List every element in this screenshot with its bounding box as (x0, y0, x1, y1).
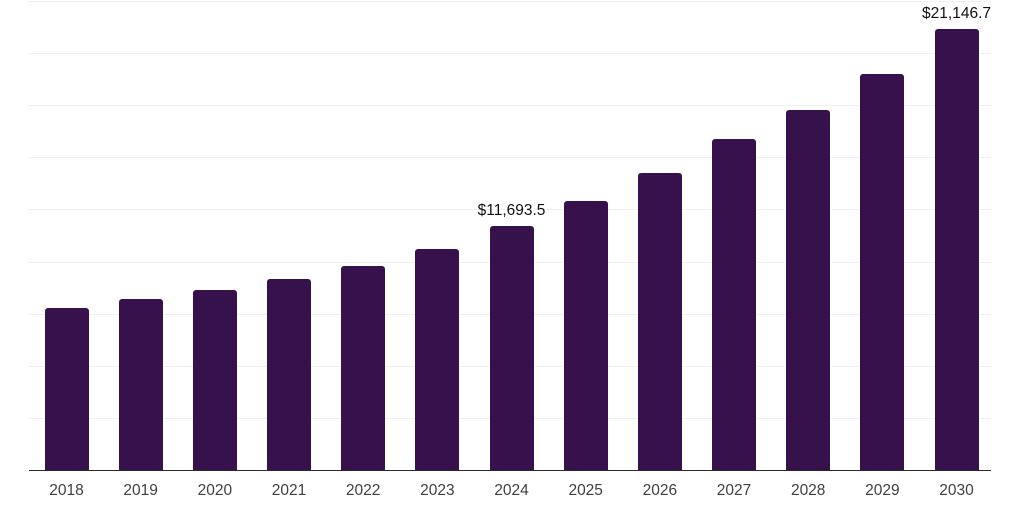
bar-2021 (267, 278, 311, 470)
x-tick-2023: 2023 (420, 482, 455, 499)
bar-2022 (341, 265, 386, 470)
x-tick-2021: 2021 (271, 482, 307, 499)
x-tick-2027: 2027 (716, 482, 752, 499)
gridline-15000 (29, 157, 991, 159)
x-tick-2030: 2030 (939, 482, 974, 499)
x-tick-2019: 2019 (123, 482, 158, 499)
x-tick-2024: 2024 (494, 482, 529, 499)
x-tick-2018: 2018 (49, 482, 84, 499)
gridline-17500 (29, 105, 991, 107)
bar-2026 (637, 172, 682, 470)
bar-2028 (786, 109, 831, 470)
gridline-12500 (29, 209, 991, 211)
bar-2025 (563, 201, 608, 470)
x-tick-2020: 2020 (197, 482, 233, 499)
bar-2029 (860, 74, 905, 470)
bar-2027 (712, 139, 757, 470)
bar-value-label-2030: $21,146.7 (922, 5, 992, 23)
x-tick-2026: 2026 (642, 482, 678, 499)
bar-2030 (934, 29, 979, 470)
bar-2019 (118, 298, 163, 470)
x-tick-2022: 2022 (345, 482, 381, 499)
bar-2023 (415, 248, 460, 470)
bar-2018 (44, 307, 89, 470)
gridline-20000 (29, 53, 991, 55)
x-tick-2029: 2029 (865, 482, 900, 499)
gridline-22500 (29, 1, 991, 2)
bar-2024 (489, 226, 534, 470)
bar-value-label-2024: $11,693.5 (477, 202, 546, 220)
x-tick-2025: 2025 (568, 482, 603, 499)
bar-2020 (192, 289, 237, 470)
x-axis-line (29, 469, 991, 471)
x-tick-2028: 2028 (790, 482, 826, 499)
